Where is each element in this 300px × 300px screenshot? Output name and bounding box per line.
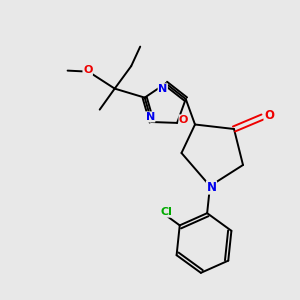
Text: N: N [146, 112, 155, 122]
Text: Cl: Cl [160, 207, 172, 217]
Text: O: O [179, 115, 188, 125]
Text: O: O [264, 109, 274, 122]
Text: N: N [206, 181, 217, 194]
Text: O: O [83, 65, 92, 75]
Text: N: N [158, 84, 167, 94]
